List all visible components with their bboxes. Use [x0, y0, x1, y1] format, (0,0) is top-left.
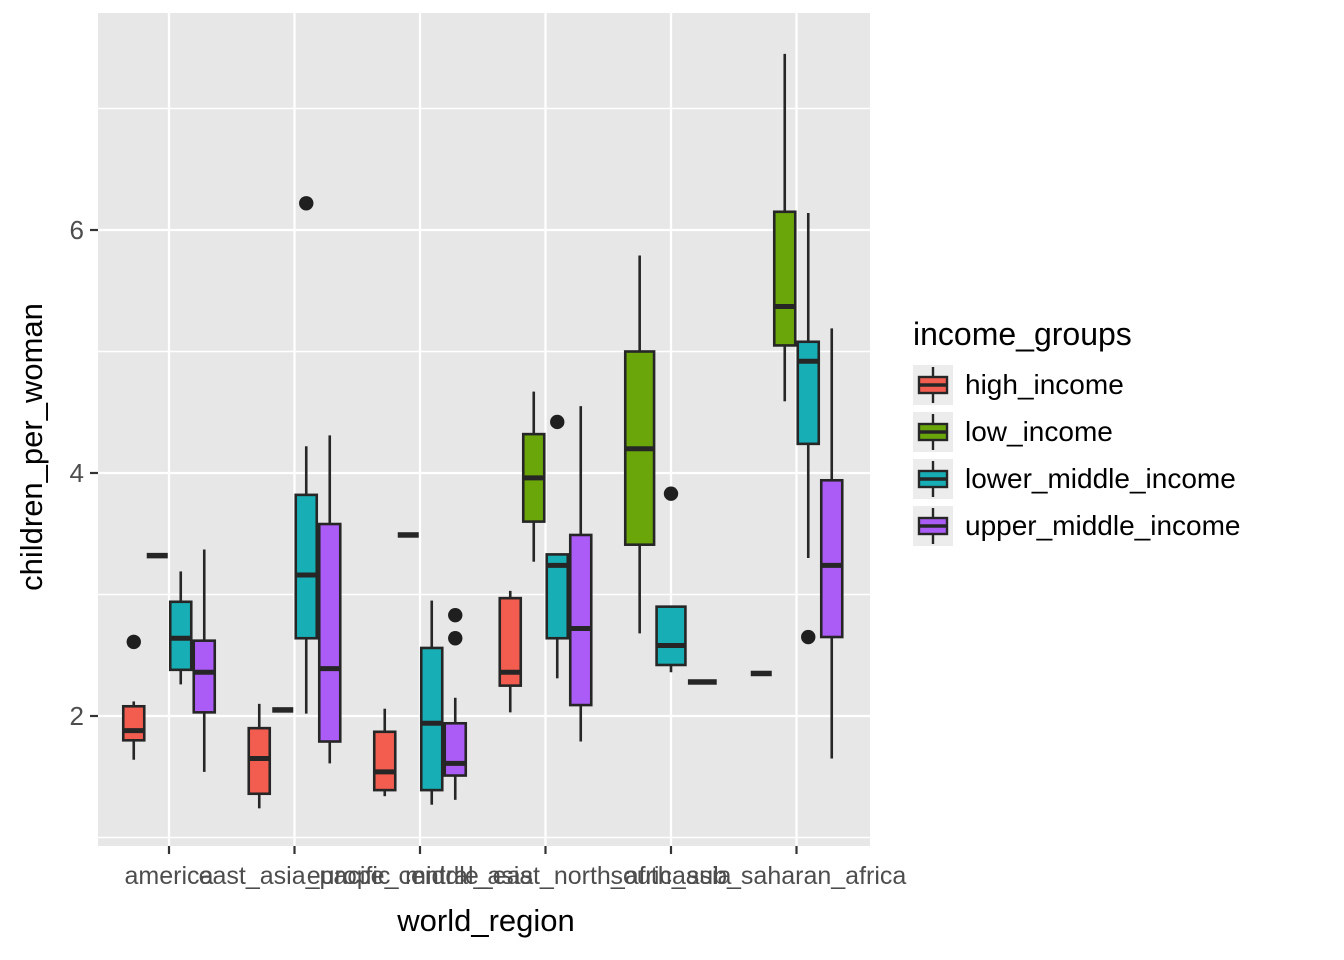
legend-label: high_income — [965, 369, 1124, 400]
x-tick-label: europe_central_asia — [307, 862, 534, 890]
y-axis-title: children_per_woman — [14, 303, 49, 591]
y-tick-label: 6 — [70, 215, 84, 245]
flat-box-low_income-europe_central_asia — [397, 532, 419, 538]
box-upper_middle_income-east_asia_pacific — [317, 522, 342, 743]
box-lower_middle_income-middle_east_north_africa — [545, 553, 570, 640]
legend-label: low_income — [965, 416, 1113, 447]
legend-title: income_groups — [913, 316, 1132, 352]
box-high_income-america — [121, 704, 146, 742]
flat-box-low_income-east_asia_pacific — [272, 707, 294, 713]
box-upper_middle_income-middle_east_north_africa — [568, 533, 593, 707]
legend-item-lower-middle-income: lower_middle_income — [913, 459, 1241, 499]
box-upper_middle_income-america — [192, 639, 217, 714]
legend-item-upper-middle-income: upper_middle_income — [913, 506, 1241, 546]
outlier-lower_middle_income-south_asia — [663, 486, 679, 501]
box-low_income-sub_saharan_africa — [772, 210, 797, 347]
box-lower_middle_income-east_asia_pacific — [294, 493, 319, 640]
boxplot-key-icon — [913, 412, 953, 452]
flat-box-high_income-sub_saharan_africa — [750, 670, 772, 677]
legend-item-high-income: high_income — [913, 365, 1241, 405]
legend-item-low-income: low_income — [913, 412, 1241, 452]
outlier-upper_middle_income-europe_central_asia — [448, 607, 463, 623]
legend-label: lower_middle_income — [965, 463, 1236, 494]
boxplot-key-icon — [913, 365, 953, 405]
x-axis-title: world_region — [397, 903, 575, 938]
box-high_income-middle_east_north_africa — [498, 596, 523, 687]
box-upper_middle_income-europe_central_asia — [443, 721, 468, 777]
x-tick-label: south_asia — [611, 862, 732, 890]
x-tick-label: america — [125, 862, 214, 890]
outlier-lower_middle_income-middle_east_north_africa — [550, 414, 565, 430]
y-tick-label: 2 — [70, 701, 84, 731]
box-upper_middle_income-sub_saharan_africa — [819, 478, 844, 639]
x-tick-label: east_asia_pacific — [199, 862, 391, 890]
outlier-upper_middle_income-europe_central_asia — [448, 631, 463, 646]
outlier-lower_middle_income-sub_saharan_africa — [801, 629, 816, 645]
x-tick-label: sub_saharan_africa — [687, 862, 907, 890]
panel-background — [98, 13, 870, 846]
legend-label: upper_middle_income — [965, 510, 1241, 541]
outlier-lower_middle_income-east_asia_pacific — [299, 196, 314, 211]
box-lower_middle_income-europe_central_asia — [419, 646, 444, 792]
flat-box-upper_middle_income-south_asia — [687, 679, 717, 685]
outlier-high_income-america — [126, 634, 141, 650]
boxplot-key-icon — [913, 506, 953, 546]
box-lower_middle_income-south_asia — [655, 605, 687, 667]
box-lower_middle_income-sub_saharan_africa — [796, 340, 821, 446]
boxplot-key-icon — [913, 459, 953, 499]
x-tick-label: middle_east_north_africa — [405, 862, 686, 890]
box-high_income-europe_central_asia — [372, 730, 397, 792]
legend: income_groups high_income low_income — [913, 316, 1241, 553]
flat-box-low_income-america — [146, 552, 168, 559]
y-tick-label: 4 — [70, 458, 84, 488]
